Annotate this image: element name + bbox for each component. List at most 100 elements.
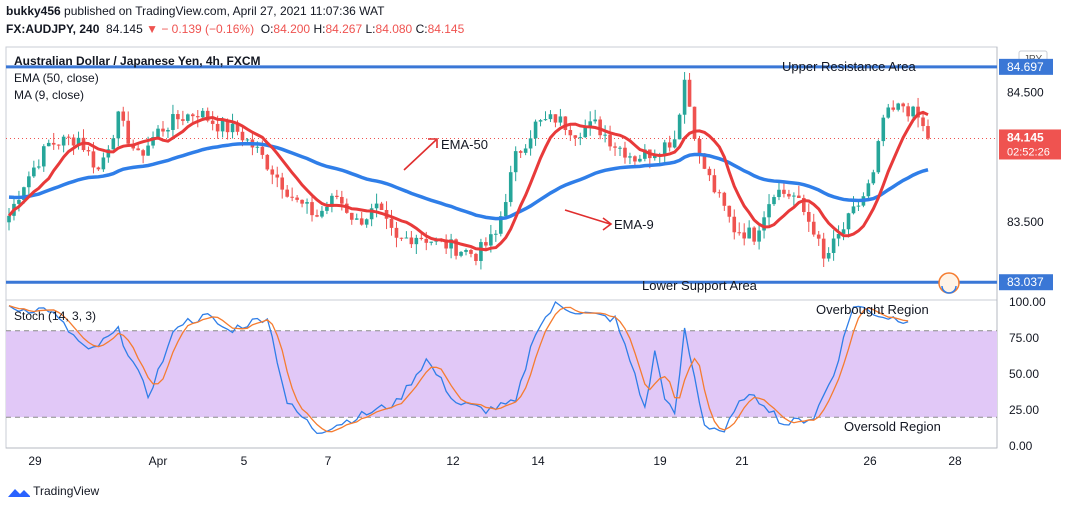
candle-body[interactable] xyxy=(638,158,642,162)
candle-body[interactable] xyxy=(116,111,121,139)
candle-body[interactable] xyxy=(806,211,811,222)
candle-body[interactable] xyxy=(37,166,41,168)
candle-body[interactable] xyxy=(593,119,597,122)
candle-body[interactable] xyxy=(921,117,925,127)
candle-body[interactable] xyxy=(548,114,553,120)
candle-body[interactable] xyxy=(782,189,786,194)
candle-body[interactable] xyxy=(777,189,781,198)
candle-body[interactable] xyxy=(166,129,170,132)
candle-body[interactable] xyxy=(772,197,776,205)
earnings-icon[interactable] xyxy=(938,272,960,294)
candle-body[interactable] xyxy=(389,218,394,228)
candle-body[interactable] xyxy=(210,120,215,124)
candle-body[interactable] xyxy=(717,192,722,194)
candle-body[interactable] xyxy=(811,221,816,235)
candle-body[interactable] xyxy=(61,136,66,146)
candle-body[interactable] xyxy=(752,227,756,242)
candle-body[interactable] xyxy=(573,135,578,138)
candle-body[interactable] xyxy=(330,195,334,207)
candle-body[interactable] xyxy=(831,238,836,253)
candle-body[interactable] xyxy=(191,114,195,117)
candle-body[interactable] xyxy=(836,233,841,239)
candle-body[interactable] xyxy=(359,218,364,225)
ma-legend[interactable]: MA (9, close) xyxy=(14,88,84,102)
candle-body[interactable] xyxy=(17,200,21,204)
candle-body[interactable] xyxy=(588,121,593,128)
candle-body[interactable] xyxy=(71,137,76,146)
candle-body[interactable] xyxy=(881,117,886,142)
candle-body[interactable] xyxy=(240,131,245,141)
candle-body[interactable] xyxy=(727,205,732,217)
candle-body[interactable] xyxy=(643,149,647,159)
candle-body[interactable] xyxy=(186,114,190,121)
candle-body[interactable] xyxy=(51,142,56,145)
candle-body[interactable] xyxy=(901,103,905,107)
candle-body[interactable] xyxy=(215,123,220,132)
candle-body[interactable] xyxy=(523,148,528,153)
candle-body[interactable] xyxy=(633,156,637,162)
candle-body[interactable] xyxy=(687,79,692,107)
candle-body[interactable] xyxy=(896,103,900,110)
candle-body[interactable] xyxy=(692,106,697,139)
candle-body[interactable] xyxy=(732,216,737,233)
candle-body[interactable] xyxy=(508,172,513,203)
candle-body[interactable] xyxy=(364,219,369,225)
candle-body[interactable] xyxy=(459,251,463,256)
candle-body[interactable] xyxy=(260,146,265,155)
candle-body[interactable] xyxy=(469,250,473,254)
candle-body[interactable] xyxy=(672,139,677,148)
candle-body[interactable] xyxy=(876,141,881,173)
candle-body[interactable] xyxy=(255,146,260,148)
candle-body[interactable] xyxy=(682,79,687,115)
candle-body[interactable] xyxy=(285,189,289,197)
candle-body[interactable] xyxy=(111,138,116,150)
candle-body[interactable] xyxy=(121,111,126,121)
candle-body[interactable] xyxy=(146,145,150,156)
candle-body[interactable] xyxy=(245,139,250,141)
candle-body[interactable] xyxy=(618,147,622,149)
candle-body[interactable] xyxy=(141,150,145,156)
candle-body[interactable] xyxy=(518,151,523,153)
candle-body[interactable] xyxy=(106,149,111,158)
candle-body[interactable] xyxy=(886,107,891,118)
ema-legend[interactable]: EMA (50, close) xyxy=(14,71,99,85)
candle-body[interactable] xyxy=(76,137,81,146)
candle-body[interactable] xyxy=(613,146,617,148)
candle-body[interactable] xyxy=(846,213,851,230)
candle-body[interactable] xyxy=(205,110,210,121)
candle-body[interactable] xyxy=(821,238,826,259)
candle-body[interactable] xyxy=(325,206,329,211)
candle-body[interactable] xyxy=(454,239,458,256)
candle-body[interactable] xyxy=(489,234,493,246)
candle-body[interactable] xyxy=(46,142,51,147)
candle-body[interactable] xyxy=(856,205,861,207)
candle-body[interactable] xyxy=(628,156,632,158)
candle-body[interactable] xyxy=(195,116,200,118)
candle-body[interactable] xyxy=(464,250,468,252)
candle-body[interactable] xyxy=(916,106,920,118)
candle-body[interactable] xyxy=(906,106,910,117)
candle-body[interactable] xyxy=(136,148,140,151)
candle-body[interactable] xyxy=(797,195,801,198)
publisher-name[interactable]: bukky456 xyxy=(6,4,61,18)
candle-body[interactable] xyxy=(578,137,583,139)
candle-body[interactable] xyxy=(926,126,930,139)
candle-body[interactable] xyxy=(787,193,791,197)
candle-body[interactable] xyxy=(484,242,488,246)
candle-body[interactable] xyxy=(652,156,657,159)
candle-body[interactable] xyxy=(583,127,588,138)
candle-body[interactable] xyxy=(300,199,304,204)
candle-body[interactable] xyxy=(265,154,270,170)
candle-body[interactable] xyxy=(558,116,563,123)
candle-body[interactable] xyxy=(891,107,896,110)
candle-body[interactable] xyxy=(32,167,36,177)
candle-body[interactable] xyxy=(802,197,806,212)
candle-body[interactable] xyxy=(66,136,71,138)
candle-body[interactable] xyxy=(667,142,672,148)
candle-body[interactable] xyxy=(22,187,26,201)
candle-body[interactable] xyxy=(86,150,91,152)
candle-body[interactable] xyxy=(315,215,319,217)
candle-body[interactable] xyxy=(503,202,508,217)
candle-body[interactable] xyxy=(369,208,374,220)
candle-body[interactable] xyxy=(603,134,607,136)
